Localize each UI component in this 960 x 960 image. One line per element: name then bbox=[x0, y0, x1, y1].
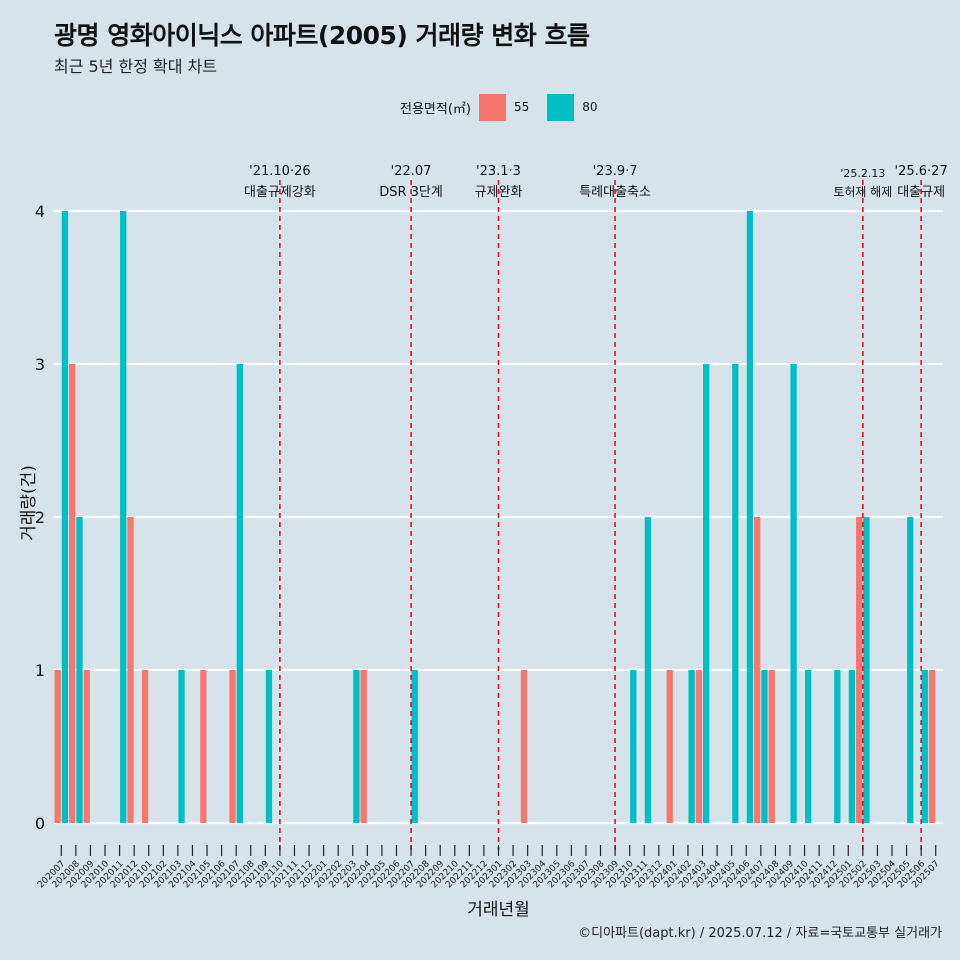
legend-title: 전용면적(㎡) bbox=[400, 101, 471, 117]
bar-80-202405 bbox=[732, 364, 739, 823]
bar-55-202401 bbox=[666, 670, 673, 823]
event-label-202110: 대출규제강화 bbox=[244, 185, 316, 200]
bar-80-202008 bbox=[76, 517, 83, 823]
bar-55-202008 bbox=[69, 364, 76, 823]
bar-80-202107 bbox=[236, 364, 243, 823]
bar-55-202105 bbox=[200, 670, 207, 823]
bar-55-202408 bbox=[768, 670, 775, 823]
bar-55-202403 bbox=[695, 670, 703, 823]
bar-80-202103 bbox=[178, 670, 185, 823]
legend-swatch-55 bbox=[478, 93, 506, 121]
event-date-202110: '21.10·26 bbox=[249, 164, 310, 179]
bar-80-202502 bbox=[863, 517, 870, 823]
legend: 전용면적(㎡) 55 80 bbox=[400, 93, 616, 121]
event-date-202506: '25.6·27 bbox=[895, 164, 948, 179]
source-caption: ©디아파트(dapt.kr) / 2025.07.12 / 자료=국토교통부 실… bbox=[578, 926, 942, 941]
y-tick-label-4: 4 bbox=[35, 202, 45, 221]
event-label-202309: 특례대출축소 bbox=[579, 185, 651, 200]
event-date-202309: '23.9·7 bbox=[593, 164, 638, 179]
bar-55-202101 bbox=[141, 670, 149, 823]
event-label-202502: 토허제 해제 bbox=[833, 185, 892, 199]
bar-55-202204 bbox=[360, 670, 367, 823]
bar-55-202407 bbox=[754, 517, 761, 823]
legend-label-55: 55 bbox=[513, 100, 530, 114]
bar-80-202412 bbox=[834, 670, 841, 823]
bar-80-202207 bbox=[411, 670, 418, 823]
legend-label-80: 80 bbox=[582, 100, 598, 114]
bar-55-202007 bbox=[54, 670, 61, 823]
bar-80-202311 bbox=[644, 517, 652, 823]
event-date-202301: '23.1·3 bbox=[476, 164, 521, 179]
bar-80-202409 bbox=[790, 364, 797, 823]
bar-55-202009 bbox=[83, 670, 90, 823]
bar-80-202007 bbox=[61, 211, 69, 823]
bar-80-202406 bbox=[746, 211, 754, 823]
bar-80-202407 bbox=[761, 670, 768, 823]
bar-55-202107 bbox=[229, 670, 236, 823]
y-tick-label-1: 1 bbox=[35, 661, 45, 680]
bar-55-202507 bbox=[928, 670, 936, 823]
y-tick-label-3: 3 bbox=[35, 355, 45, 374]
y-axis-title: 거래량(건) bbox=[19, 465, 39, 541]
bar-80-202501 bbox=[848, 670, 856, 823]
bar-55-202012 bbox=[127, 517, 134, 823]
bar-80-202506 bbox=[921, 670, 928, 823]
bar-80-202403 bbox=[703, 364, 710, 823]
event-label-202301: 규제완화 bbox=[475, 185, 523, 200]
x-axis-title: 거래년월 bbox=[467, 900, 530, 920]
y-tick-label-2: 2 bbox=[35, 508, 45, 527]
bar-80-202109 bbox=[265, 670, 273, 823]
event-date-202207: '22.07 bbox=[391, 164, 432, 179]
chart-title: 광명 영화아이닉스 아파트(2005) 거래량 변화 흐름 bbox=[54, 21, 590, 50]
bar-80-202402 bbox=[688, 670, 695, 823]
bar-80-202505 bbox=[907, 517, 914, 823]
bar-80-202011 bbox=[120, 211, 127, 823]
event-label-202506: 대출규제 bbox=[897, 185, 945, 200]
y-tick-label-0: 0 bbox=[35, 814, 45, 833]
bar-80-202310 bbox=[630, 670, 637, 823]
legend-swatch-80 bbox=[547, 93, 575, 121]
bar-80-202410 bbox=[805, 670, 812, 823]
bar-80-202203 bbox=[353, 670, 360, 823]
bar-55-202303 bbox=[520, 670, 528, 823]
event-date-202502: '25.2.13 bbox=[840, 167, 885, 180]
bar-55-202502 bbox=[856, 517, 863, 823]
chart-subtitle: 최근 5년 한정 확대 차트 bbox=[54, 57, 218, 76]
event-label-202207: DSR 3단계 bbox=[379, 185, 443, 200]
